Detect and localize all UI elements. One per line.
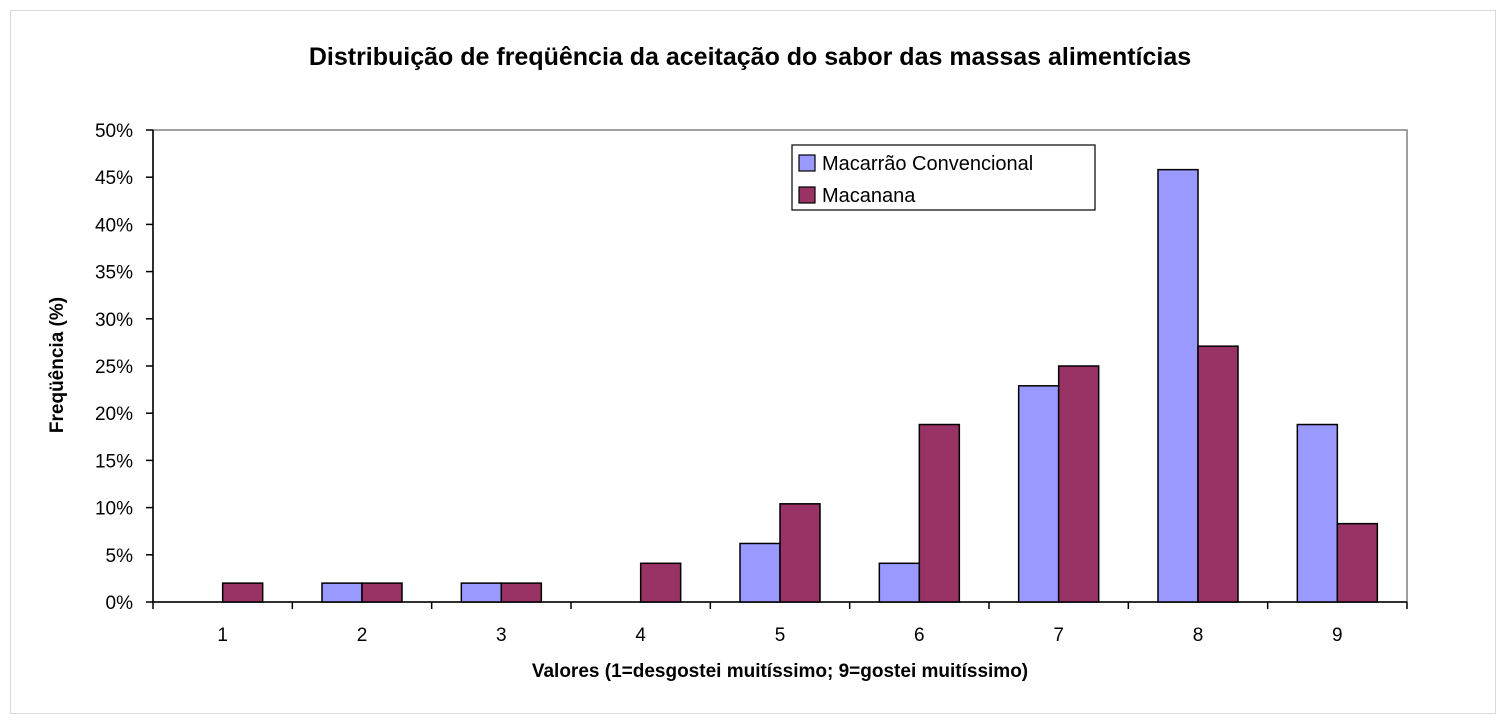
- legend: Macarrão Convencional Macanana: [791, 144, 1096, 211]
- bar-macanana: [779, 503, 821, 603]
- bar-macarrao-convencional: [1157, 168, 1199, 603]
- x-tick-label: 7: [1053, 625, 1064, 646]
- bar-macanana: [918, 423, 961, 603]
- legend-box: [791, 144, 1096, 211]
- legend-label: Macanana: [822, 185, 916, 207]
- x-tick-label: 2: [357, 625, 368, 646]
- y-tick-label: 35%: [95, 263, 133, 284]
- y-tick-label: 45%: [95, 168, 133, 189]
- bar-macarrao-convencional: [878, 562, 921, 603]
- y-axis-title: Freqüência (%): [47, 297, 68, 433]
- y-tick-label: 5%: [106, 546, 134, 567]
- bar-macarrao-convencional: [1017, 385, 1060, 603]
- bar-macanana: [639, 562, 682, 603]
- legend-label: Macarrão Convencional: [822, 153, 1033, 175]
- x-tick-label: 9: [1332, 625, 1343, 646]
- y-tick-label: 0%: [106, 593, 134, 614]
- x-axis: 1 2 3 4 5 6 7 8 9: [152, 602, 1408, 646]
- bar-macarrao-convencional: [321, 582, 363, 603]
- x-tick-label: 3: [496, 625, 507, 646]
- y-axis: 0% 5% 10% 15% 20% 25% 30% 35% 40% 45% 50%: [95, 121, 153, 614]
- legend-swatch: [798, 186, 816, 204]
- x-tick-label: 8: [1193, 625, 1204, 646]
- bar-macanana: [1057, 365, 1100, 603]
- bar-macanana: [361, 582, 403, 603]
- chart-title: Distribuição de freqüência da aceitação …: [309, 43, 1191, 71]
- x-tick-label: 4: [635, 625, 646, 646]
- x-tick-label: 5: [775, 625, 786, 646]
- y-tick-label: 20%: [95, 404, 133, 425]
- y-tick-label: 10%: [95, 499, 133, 520]
- bar-macanana: [1197, 345, 1239, 603]
- y-tick-label: 15%: [95, 451, 133, 472]
- bars: [221, 168, 1379, 603]
- bar-macanana: [221, 582, 264, 603]
- y-tick-label: 40%: [95, 215, 133, 236]
- legend-swatch: [798, 154, 816, 172]
- x-tick-label: 6: [914, 625, 925, 646]
- x-tick-label: 1: [217, 625, 228, 646]
- bar-macanana: [500, 582, 543, 603]
- y-tick-label: 50%: [95, 121, 133, 142]
- bar-macarrao-convencional: [739, 542, 781, 603]
- y-tick-label: 30%: [95, 310, 133, 331]
- bar-macarrao-convencional: [1296, 423, 1339, 603]
- y-tick-label: 25%: [95, 357, 133, 378]
- bar-macanana: [1336, 522, 1379, 603]
- x-axis-title: Valores (1=desgostei muitíssimo; 9=goste…: [532, 661, 1028, 682]
- bar-macarrao-convencional: [460, 582, 503, 603]
